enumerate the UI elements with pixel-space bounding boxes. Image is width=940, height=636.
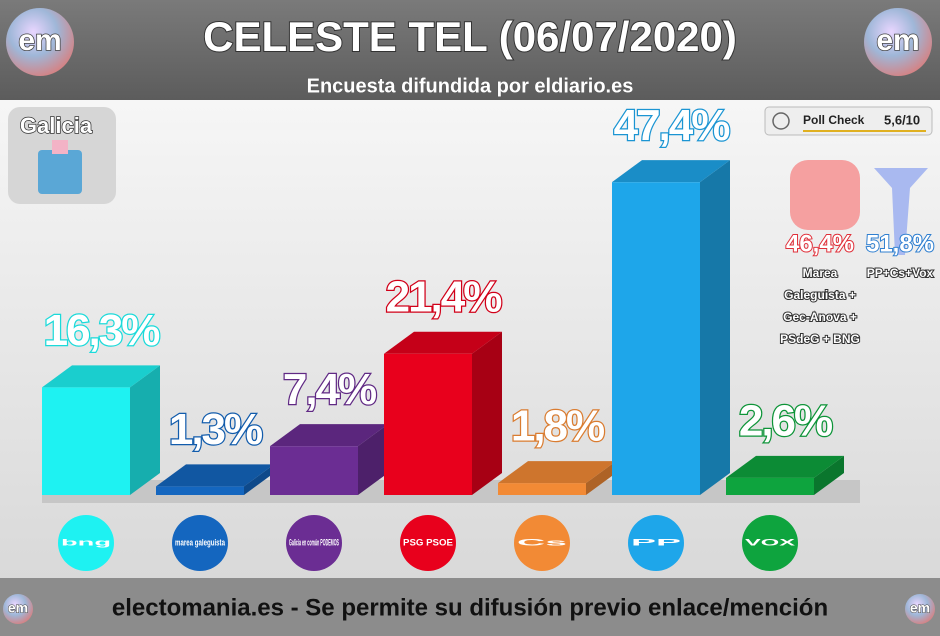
- x-tick-label: PSG PSOE: [403, 537, 453, 547]
- poll-check-bg: [764, 106, 933, 136]
- x-tick-label: marea galeguista: [175, 537, 226, 547]
- bar: [726, 477, 814, 495]
- party-logo: [742, 515, 798, 571]
- bloc-value-label: 46,4%: [786, 230, 854, 257]
- x-tick-label: bng: [61, 537, 111, 547]
- value-label: 1,3%: [169, 405, 262, 454]
- region-box: Galicia: [8, 107, 116, 204]
- chart-title: CELESTE TEL (06/07/2020): [203, 13, 737, 60]
- logo-text: em: [876, 24, 919, 57]
- bar-top: [726, 455, 844, 478]
- party-logo: [286, 515, 342, 571]
- bloc-label: Marea: [803, 266, 838, 280]
- bar-top: [270, 424, 388, 447]
- bar-side: [130, 365, 160, 495]
- bloc-label: Galeguista +: [784, 288, 856, 302]
- logo-text: em: [8, 600, 28, 616]
- logo-top-left: em: [6, 8, 74, 76]
- bloc-label: PSdeG + BNG: [780, 332, 860, 346]
- value-label: 7,4%: [283, 365, 376, 414]
- poll-check-label: Poll Check: [803, 113, 865, 127]
- bar: [384, 353, 472, 495]
- logo-bottom-left: em: [3, 594, 33, 624]
- party-logo: [400, 515, 456, 571]
- x-tick-label: VOX: [745, 537, 795, 547]
- ballot-box-icon: [38, 150, 82, 194]
- bar-top: [384, 331, 502, 354]
- region-label: Galicia: [20, 113, 93, 138]
- party-logo: [58, 515, 114, 571]
- x-tick-label: Galicia en común PODEMOS: [289, 537, 339, 547]
- bar: [498, 483, 586, 495]
- bar-side: [814, 455, 844, 495]
- x-tick-label: PP: [631, 537, 681, 547]
- header-band: [0, 0, 940, 100]
- value-label: 47,4%: [614, 101, 730, 150]
- tie-icon: [874, 168, 928, 255]
- footer-band: [0, 578, 940, 636]
- value-label: 1,8%: [511, 402, 604, 451]
- footer-text: electomania.es - Se permite su difusión …: [112, 594, 828, 621]
- bar: [42, 387, 130, 495]
- bar-side: [472, 331, 502, 495]
- bar-top: [612, 160, 730, 183]
- party-logo: [172, 515, 228, 571]
- fist-icon: [790, 160, 860, 230]
- bloc-label: Gec-Anova +: [783, 310, 857, 324]
- ballot-icon: [52, 140, 68, 154]
- logo-bottom-right: em: [905, 594, 935, 624]
- chart-subtitle: Encuesta difundida por eldiario.es: [307, 75, 634, 97]
- x-tick-label: Cs: [517, 537, 567, 547]
- bar: [612, 182, 700, 495]
- bar-side: [244, 464, 274, 495]
- logo-top-right: em: [864, 8, 932, 76]
- bloc-label: PP+Cs+Vox: [867, 266, 934, 280]
- bar-side: [358, 424, 388, 495]
- poll-check-box: Poll Check 5,6/10: [764, 106, 933, 136]
- target-icon: [772, 112, 790, 130]
- party-logo: [514, 515, 570, 571]
- value-label: 2,6%: [739, 396, 832, 445]
- bar-top: [156, 464, 274, 487]
- party-logo: [628, 515, 684, 571]
- logo-text: em: [910, 600, 930, 616]
- poll-check-score: 5,6/10: [884, 112, 920, 127]
- logo-text: em: [18, 24, 61, 57]
- value-label: 16,3%: [44, 306, 160, 355]
- bar-side: [700, 160, 730, 495]
- bar-top: [498, 461, 616, 484]
- bar-top: [42, 365, 160, 388]
- bar-side: [586, 461, 616, 495]
- value-label: 21,4%: [386, 272, 502, 321]
- bar: [156, 486, 244, 495]
- bar: [270, 446, 358, 495]
- bloc-value-label: 51,8%: [866, 230, 934, 257]
